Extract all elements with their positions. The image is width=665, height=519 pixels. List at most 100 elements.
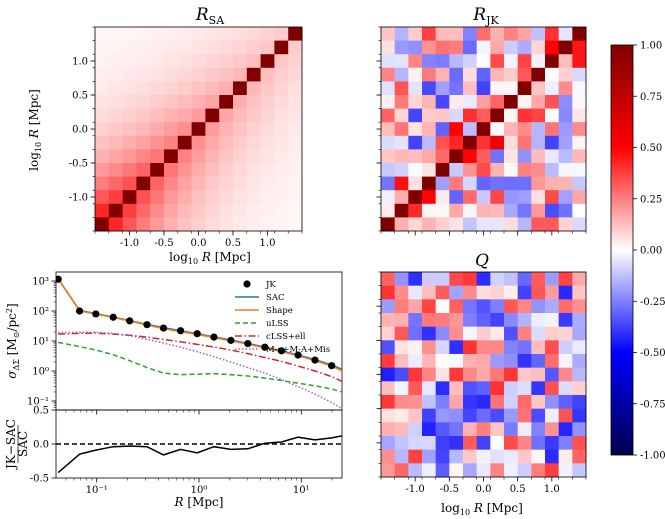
heatmap-cell	[490, 217, 505, 232]
heatmap-cell	[122, 217, 137, 232]
heatmap-cell	[490, 122, 505, 137]
heatmap-cell	[504, 67, 519, 82]
heatmap-cell	[150, 67, 165, 82]
heatmap-cell	[219, 149, 234, 164]
heatmap-cell	[572, 40, 587, 55]
heatmap-cell	[191, 135, 206, 150]
rjk-title: RJK	[472, 5, 499, 27]
heatmap-cell	[572, 203, 587, 218]
heatmap-cell	[136, 54, 151, 69]
series-m-c-m-a-mis	[58, 331, 342, 410]
heatmap-cell	[435, 108, 450, 123]
heatmap-cell	[381, 27, 396, 41]
heatmap-cell	[164, 27, 179, 41]
heatmap-cell	[108, 149, 123, 164]
heatmap-cell	[531, 367, 546, 382]
heatmap-cell	[95, 81, 110, 96]
heatmap-cell	[95, 27, 110, 41]
heatmap-cell	[545, 54, 560, 69]
heatmap-cell	[435, 367, 450, 382]
heatmap-cell	[246, 163, 261, 177]
heatmap-cell	[490, 395, 505, 410]
heatmap-cell	[476, 449, 491, 464]
heatmap-cell	[449, 122, 464, 137]
heatmap-cell	[177, 203, 192, 218]
heatmap-cell	[449, 135, 464, 150]
heatmap-cell	[177, 135, 192, 150]
heatmap-cell	[177, 67, 192, 82]
x-tick-label: 1.0	[544, 484, 560, 495]
heatmap-cell	[394, 422, 409, 437]
heatmap-cell	[408, 67, 423, 82]
heatmap-cell	[558, 395, 573, 410]
heatmap-cell	[233, 67, 248, 82]
colorbar-ticks: 1.00 0.75 0.50 0.25 0.00 -0.25 -0.50 -0.75 -1.00	[633, 41, 665, 462]
heatmap-cell	[408, 135, 423, 150]
y-tick-label: 0.5	[72, 91, 88, 102]
heatmap-cell	[205, 190, 220, 205]
heatmap-cell	[545, 340, 560, 355]
heatmap-cell	[435, 463, 450, 478]
heatmap-cell	[545, 176, 560, 191]
heatmap-cell	[572, 27, 587, 41]
heatmap-cell	[381, 176, 396, 191]
heatmap-cell	[449, 367, 464, 382]
heatmap-cell	[572, 135, 587, 150]
heatmap-cell	[435, 313, 450, 328]
jk-point	[143, 321, 151, 329]
heatmap-cell	[545, 163, 560, 177]
colorbar-gradient	[610, 44, 634, 456]
heatmap-cell	[260, 81, 275, 96]
heatmap-cell	[95, 67, 110, 82]
heatmap-cell	[531, 217, 546, 232]
heatmap-cell	[545, 436, 560, 451]
y-tick-label: 0.0	[72, 125, 88, 136]
heatmap-cell	[572, 272, 587, 287]
heatmap-cell	[394, 27, 409, 41]
heatmap-cell	[233, 176, 248, 191]
heatmap-cell	[219, 67, 234, 82]
heatmap-cell	[558, 463, 573, 478]
heatmap-cell	[558, 203, 573, 218]
jk-point	[109, 313, 117, 321]
heatmap-cell	[463, 449, 478, 464]
heatmap-cell	[463, 108, 478, 123]
heatmap-cell	[558, 27, 573, 41]
heatmap-cell	[476, 163, 491, 177]
heatmap-cell	[394, 135, 409, 150]
heatmap-cell	[531, 436, 546, 451]
heatmap-cell	[435, 217, 450, 232]
heatmap-cell	[449, 27, 464, 41]
heatmap-cell	[490, 95, 505, 109]
heatmap-cell	[381, 163, 396, 177]
heatmap-cell	[394, 95, 409, 109]
heatmap-cell	[260, 54, 275, 69]
heatmap-cell	[108, 67, 123, 82]
heatmap-cell	[463, 190, 478, 205]
heatmap-cell	[545, 313, 560, 328]
legend-label: uLSS	[266, 319, 289, 329]
heatmap-cell	[517, 395, 532, 410]
heatmap-cell	[288, 27, 303, 41]
heatmap-cell	[422, 436, 437, 451]
heatmap-cell	[205, 217, 220, 232]
heatmap-cell	[274, 176, 289, 191]
heatmap-cell	[517, 340, 532, 355]
heatmap-cell	[233, 27, 248, 41]
heatmap-cell	[150, 176, 165, 191]
heatmap-cell	[108, 95, 123, 109]
series-ulss	[58, 341, 342, 393]
heatmap-cell	[95, 203, 110, 218]
heatmap-cell	[558, 176, 573, 191]
heatmap-cell	[476, 81, 491, 96]
colorbar-tick-label: 0.00	[640, 246, 662, 257]
jk-point	[294, 351, 302, 359]
heatmap-cell	[422, 149, 437, 164]
heatmap-cell	[545, 203, 560, 218]
heatmap-cell	[545, 190, 560, 205]
heatmap-cell	[381, 40, 396, 55]
heatmap-cell	[233, 40, 248, 55]
heatmap-cell	[504, 326, 519, 341]
heatmap-cell	[394, 340, 409, 355]
heatmap-cell	[476, 108, 491, 123]
